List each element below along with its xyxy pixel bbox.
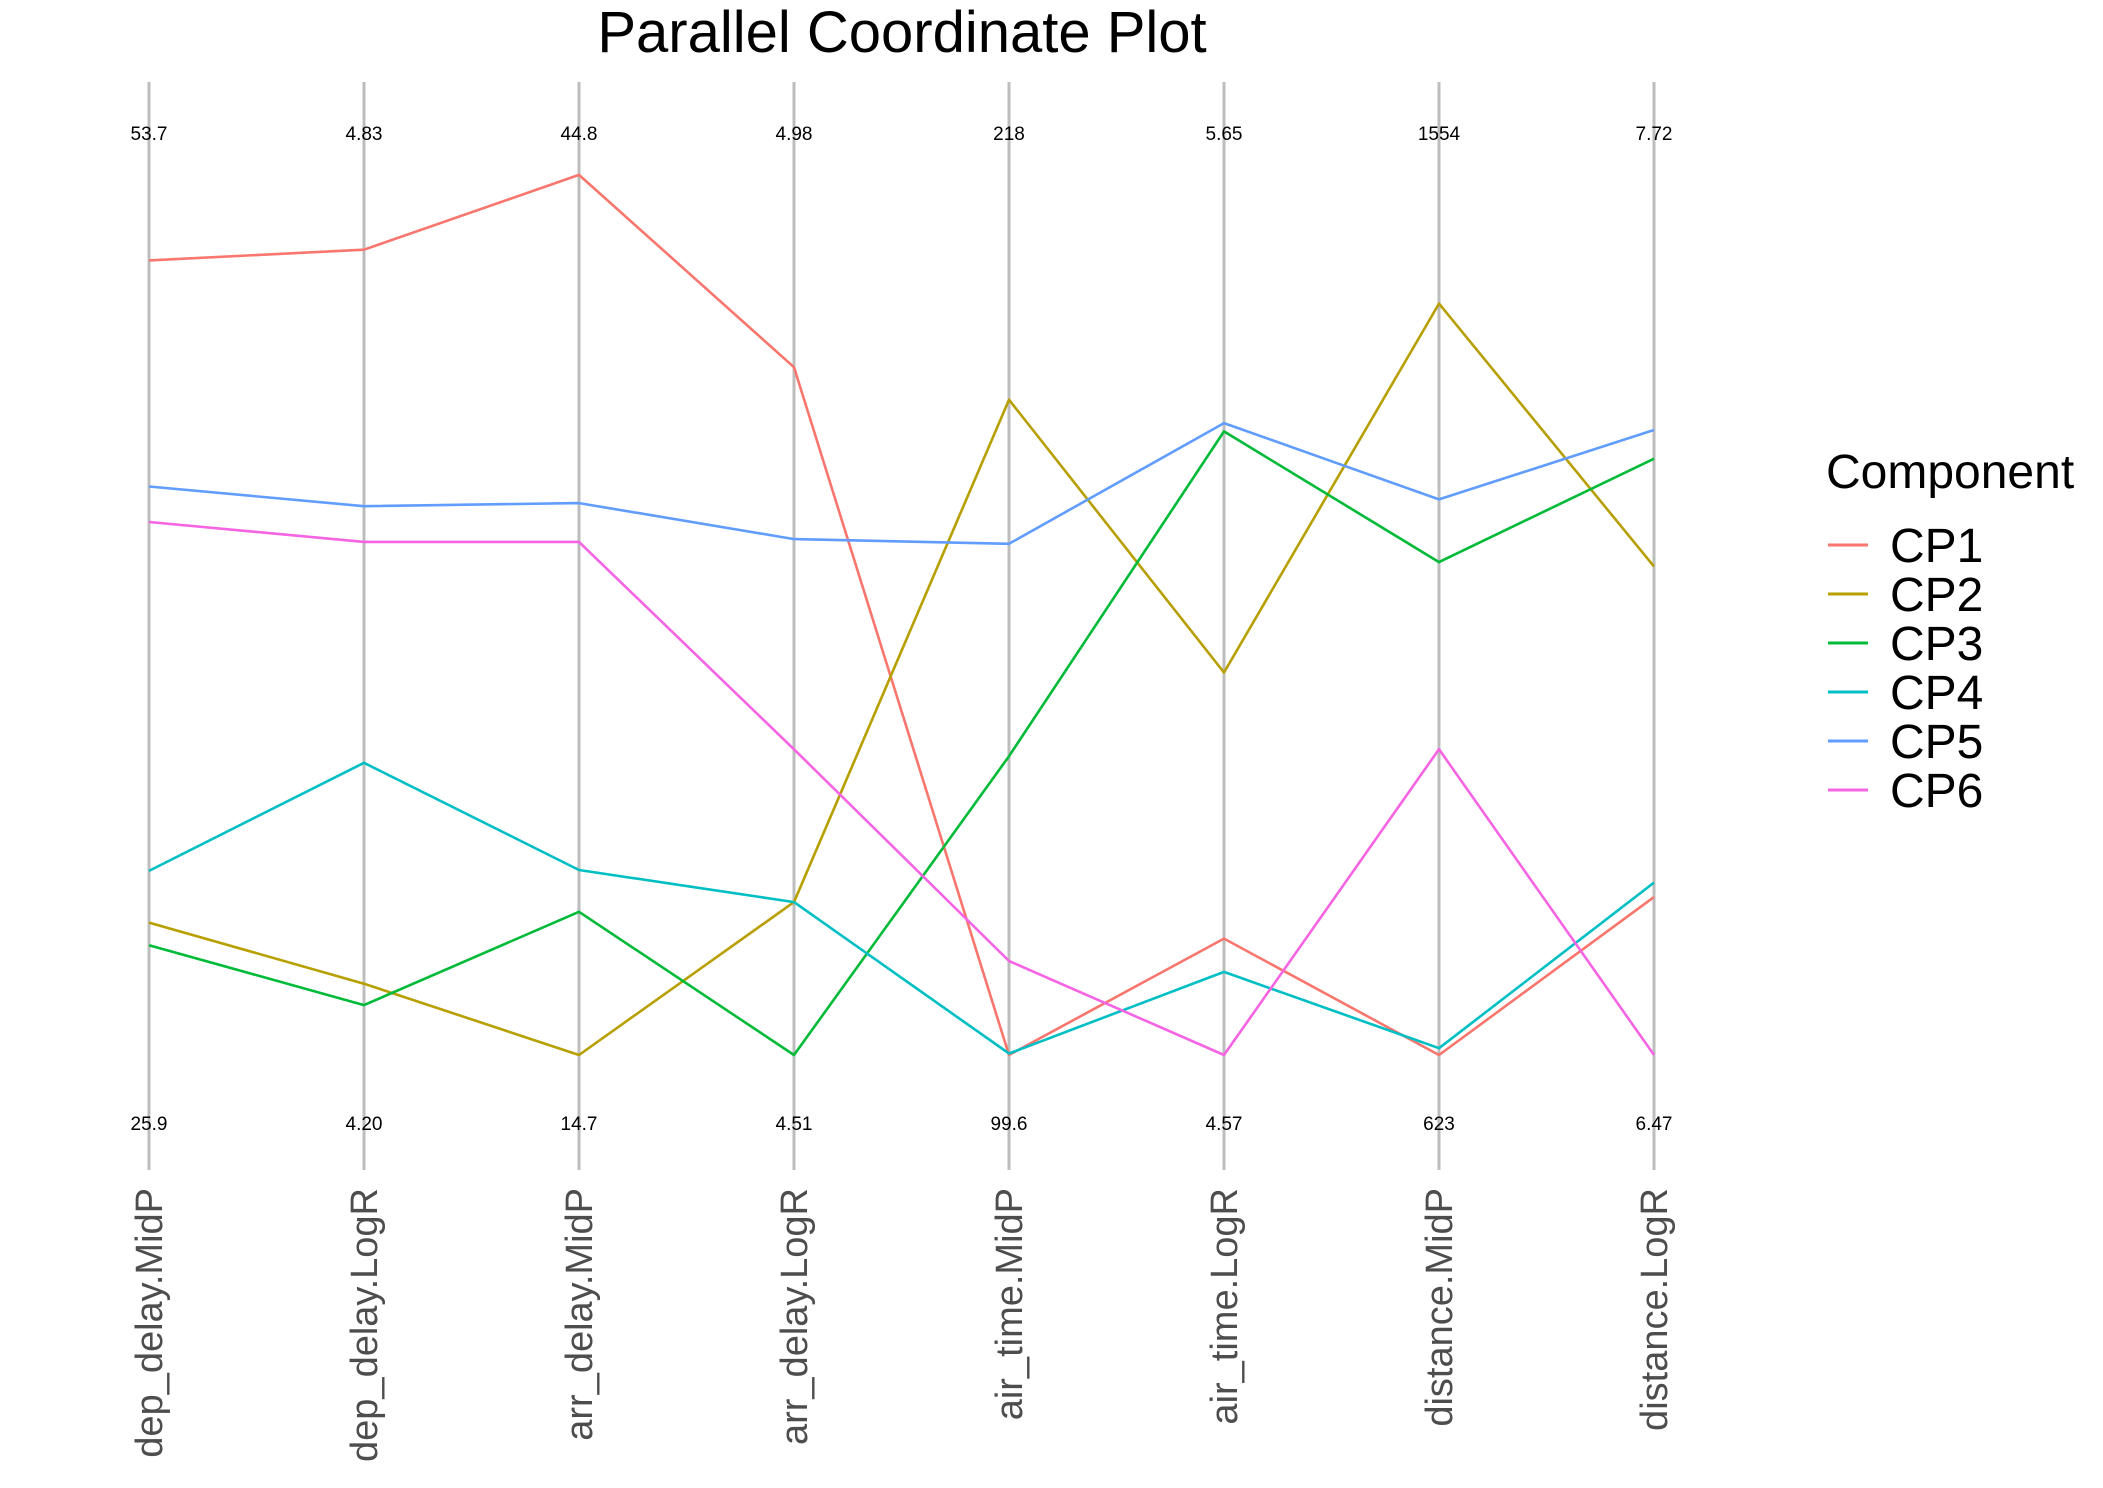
tick-label-max: 218 xyxy=(993,124,1025,145)
series-lines-layer xyxy=(148,173,1656,1057)
axes-layer xyxy=(147,82,1656,1170)
axis-name-label: air_time.LogR xyxy=(1204,1188,1246,1425)
axis-name-label: arr_delay.MidP xyxy=(559,1188,601,1441)
tick-label-max: 4.98 xyxy=(776,124,813,145)
tick-label-min: 4.57 xyxy=(1206,1114,1243,1135)
axis-name-label: distance.MidP xyxy=(1419,1188,1461,1427)
tick-label-min: 4.20 xyxy=(346,1114,383,1135)
series-line-cp6 xyxy=(148,520,1656,1057)
tick-label-max: 53.7 xyxy=(131,124,168,145)
legend-title: Component xyxy=(1826,446,2074,499)
axis-name-label: distance.LogR xyxy=(1634,1188,1676,1431)
tick-label-min: 623 xyxy=(1423,1114,1455,1135)
legend-label: CP6 xyxy=(1890,765,1983,818)
legend-item-cp6: CP6 xyxy=(1828,765,1983,818)
tick-label-min: 25.9 xyxy=(131,1114,168,1135)
legend-label: CP4 xyxy=(1890,667,1983,720)
tick-label-min: 6.47 xyxy=(1636,1114,1673,1135)
series-line-cp2 xyxy=(148,302,1656,1057)
legend-label: CP1 xyxy=(1890,520,1983,573)
axis-labels-layer: 53.7 25.9 dep_delay.MidP 4.83 4.20 dep_delay.… xyxy=(129,124,1676,1462)
tick-label-max: 1554 xyxy=(1418,124,1461,145)
legend-label: CP5 xyxy=(1890,716,1983,769)
axis-name-label: dep_delay.LogR xyxy=(344,1188,386,1462)
series-line-cp3 xyxy=(148,430,1655,1057)
legend-item-cp1: CP1 xyxy=(1828,520,1983,573)
axis-name-label: air_time.MidP xyxy=(989,1188,1031,1420)
tick-label-min: 14.7 xyxy=(561,1114,598,1135)
legend-label: CP2 xyxy=(1890,569,1983,622)
series-line-cp4 xyxy=(148,761,1655,1055)
series-line-cp5 xyxy=(148,421,1655,546)
legend-item-cp2: CP2 xyxy=(1828,569,1983,622)
tick-label-max: 4.83 xyxy=(346,124,383,145)
legend-label: CP3 xyxy=(1890,618,1983,671)
axis-name-label: arr_delay.LogR xyxy=(774,1188,816,1445)
tick-label-max: 5.65 xyxy=(1206,124,1243,145)
legend-item-cp4: CP4 xyxy=(1828,667,1983,720)
series-line-cp1 xyxy=(148,173,1655,1057)
tick-label-min: 4.51 xyxy=(776,1114,813,1135)
tick-label-min: 99.6 xyxy=(991,1114,1028,1135)
chart-title: Parallel Coordinate Plot xyxy=(597,0,1206,65)
legend-item-cp5: CP5 xyxy=(1828,716,1983,769)
legend-item-cp3: CP3 xyxy=(1828,618,1983,671)
axis-name-label: dep_delay.MidP xyxy=(129,1188,171,1458)
tick-label-max: 7.72 xyxy=(1636,124,1673,145)
tick-label-max: 44.8 xyxy=(561,124,598,145)
